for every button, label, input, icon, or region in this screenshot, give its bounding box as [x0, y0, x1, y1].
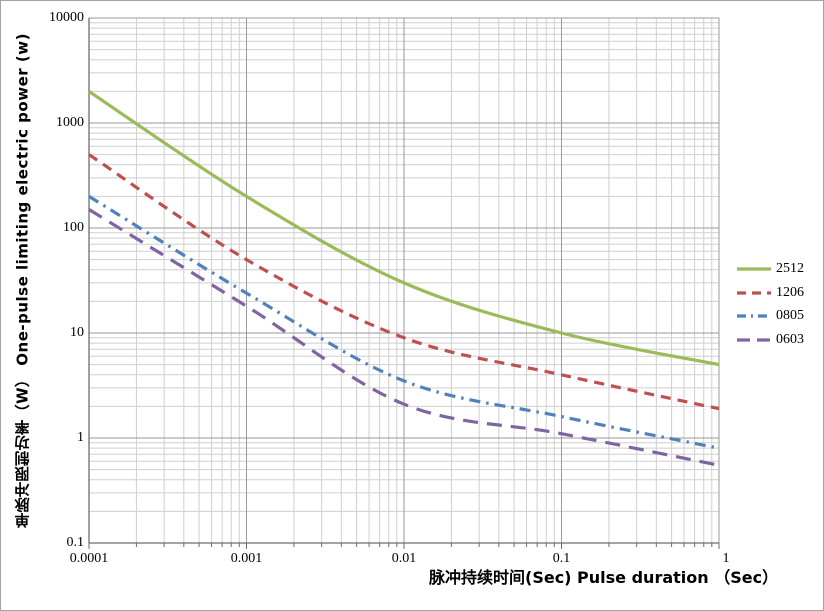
x-tick-label: 0.01: [391, 551, 417, 566]
legend-line-swatch-0805: [737, 314, 771, 318]
legend-label-2512: 2512: [776, 261, 804, 276]
series-line-1206: [88, 153, 720, 411]
legend-label-1206: 1206: [776, 284, 804, 300]
y-tick-label: 10: [70, 325, 84, 340]
y-tick-label: 10000: [49, 10, 84, 25]
x-tick-label: 0.0001: [69, 551, 109, 566]
y-tick-label: 100: [63, 220, 84, 235]
series-line-2512: [88, 90, 720, 367]
legend-label-0603: 0603: [776, 331, 804, 347]
x-tick-label: 0.001: [230, 551, 263, 566]
series-line-0805: [88, 195, 720, 450]
legend-item-0603: 0603: [736, 332, 804, 348]
y-tick-label: 1: [77, 430, 84, 445]
legend-label-0805: 0805: [776, 308, 804, 323]
y-axis-title: 单脉冲限制功率（W） One-pulse limiting electric p…: [13, 33, 32, 529]
legend-item-2512: 2512: [736, 261, 804, 277]
y-tick-label: 0.1: [66, 535, 85, 550]
x-tick-label: 0.1: [552, 551, 571, 566]
y-tick-label: 1000: [56, 115, 84, 130]
legend-item-1206: 1206: [736, 285, 804, 301]
legend-line-swatch-0603: [737, 337, 771, 342]
x-axis-title: 脉冲持续时间(Sec) Pulse duration （Sec）: [429, 568, 779, 587]
x-tick-label: 1: [722, 551, 730, 566]
legend-item-0805: 0805: [736, 308, 804, 324]
series-line-0603: [88, 208, 720, 467]
legend-line-swatch-1206: [737, 290, 771, 295]
legend-line-swatch-2512: [737, 267, 771, 271]
